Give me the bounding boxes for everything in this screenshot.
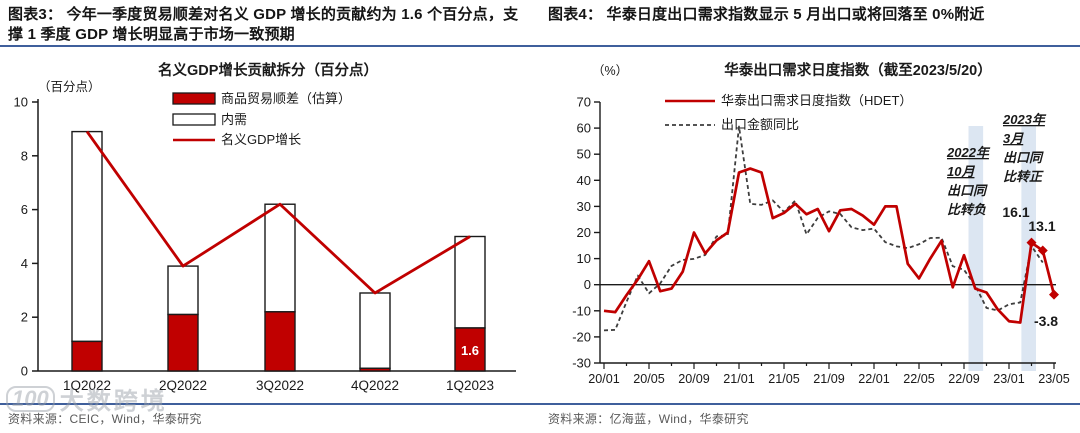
export-yoy-line <box>603 125 1044 332</box>
data-point-diamond <box>1026 237 1037 248</box>
y-axis-tick-label: 8 <box>21 148 28 163</box>
x-axis-category-label: 4Q2022 <box>351 378 399 393</box>
bar-trade-surplus <box>359 367 391 372</box>
highlight-band <box>1021 126 1036 371</box>
bar-trade-surplus <box>264 311 296 372</box>
x-axis-tick-label: 22/05 <box>903 372 935 386</box>
y-axis-tick-label: 2 <box>21 310 28 325</box>
annotation-text: 比转负 <box>947 202 986 217</box>
chart-title: 名义GDP增长贡献拆分（百分点） <box>158 61 378 79</box>
y-axis-tick-label: 40 <box>577 173 591 188</box>
y-axis-tick-label: 10 <box>14 95 28 110</box>
data-point-diamond <box>1049 289 1059 300</box>
y-axis-tick-label: 60 <box>577 121 591 136</box>
x-axis-tick-label: 22/09 <box>948 372 980 386</box>
bar-domestic-demand <box>454 235 486 329</box>
annotation-text: 2022年 <box>946 145 991 160</box>
x-axis-tick-label: 21/09 <box>813 372 845 386</box>
point-value-label: 16.1 <box>1002 204 1029 220</box>
y-axis-tick-label: 4 <box>21 256 28 271</box>
bar-value-label: 1.6 <box>461 343 479 358</box>
bar-domestic-demand <box>71 130 103 343</box>
y-axis-unit-label: （百分点） <box>38 80 101 94</box>
legend-label-gdp-line: 名义GDP增长 <box>221 132 301 147</box>
annotation-text: 比转正 <box>1003 169 1044 184</box>
legend: 华泰出口需求日度指数（HDET） 出口金额同比 <box>665 93 912 132</box>
highlight-band <box>968 126 984 371</box>
bar-domestic-demand <box>264 203 296 313</box>
x-axis-tick-label: 20/09 <box>678 372 710 386</box>
x-axis-tick-label: 21/01 <box>723 372 755 386</box>
y-axis-tick-label: 0 <box>21 364 28 379</box>
annotation-text: 出口同 <box>947 183 988 198</box>
legend-label-export-yoy: 出口金额同比 <box>721 117 799 132</box>
x-axis-tick-label: 20/01 <box>588 372 620 386</box>
x-axis-category-label: 1Q2023 <box>446 378 494 393</box>
y-axis-tick-label: 10 <box>577 251 591 266</box>
figure3-caption: 图表3： 今年一季度贸易顺差对名义 GDP 增长的贡献约为 1.6 个百分点，支… <box>0 0 540 47</box>
point-value-label: 13.1 <box>1028 218 1055 234</box>
y-axis-tick-label: 0 <box>584 277 591 292</box>
nominal-gdp-line <box>85 130 471 295</box>
bar-trade-surplus <box>454 327 486 372</box>
figure3-source: 资料来源：CEIC，Wind，华泰研究 <box>0 403 540 433</box>
x-axis-tick-label: 22/01 <box>858 372 890 386</box>
x-axis-tick-label: 23/01 <box>993 372 1025 386</box>
hdet-line <box>603 167 1056 324</box>
x-axis-category-label: 3Q2022 <box>256 378 304 393</box>
x-axis-category-label: 1Q2022 <box>63 378 111 393</box>
annotation-text: 3月 <box>1003 131 1024 146</box>
data-point-diamond <box>1037 245 1048 256</box>
figure4-chart: 华泰出口需求日度指数（截至2023/5/20） （%） 华泰出口需求日度指数（H… <box>572 61 1070 387</box>
x-axis-tick-label: 21/05 <box>768 372 800 386</box>
chart-title: 华泰出口需求日度指数（截至2023/5/20） <box>724 61 992 79</box>
y-axis-tick-label: 30 <box>577 199 591 214</box>
y-axis-tick-label: 20 <box>577 225 591 240</box>
y-axis-tick-label: 6 <box>21 202 28 217</box>
legend-label-trade-surplus: 商品贸易顺差（估算） <box>221 91 351 106</box>
y-axis-unit-label: （%） <box>592 64 628 78</box>
figure4-caption: 图表4： 华泰日度出口需求指数显示 5 月出口或将回落至 0%附近 <box>540 0 1080 47</box>
plot-area: 0 2 4 6 8 10 1Q2022 2Q2022 3Q2022 4Q2022 1Q2023 1.6 <box>14 95 516 393</box>
legend-label-hdet: 华泰出口需求日度指数（HDET） <box>721 93 912 108</box>
figure4-panel: 图表4： 华泰日度出口需求指数显示 5 月出口或将回落至 0%附近 华泰出口需求… <box>540 0 1080 433</box>
figure3-chart: 名义GDP增长贡献拆分（百分点） （百分点） 商品贸易顺差（估算） 内需 名义G… <box>14 61 516 393</box>
legend-label-domestic-demand: 内需 <box>221 112 247 127</box>
bar-trade-surplus <box>71 340 103 372</box>
x-axis-tick-label: 20/05 <box>633 372 665 386</box>
y-axis-tick-label: 70 <box>577 95 591 110</box>
y-axis-tick-label: 50 <box>577 147 591 162</box>
x-axis-category-label: 2Q2022 <box>159 378 207 393</box>
legend: 商品贸易顺差（估算） 内需 名义GDP增长 <box>172 91 351 147</box>
y-axis-tick-label: -20 <box>572 329 591 344</box>
y-axis-tick-label: -30 <box>572 356 591 371</box>
bar-trade-surplus <box>167 313 199 372</box>
annotation-text: 2023年 <box>1002 112 1047 127</box>
x-axis-tick-label: 23/05 <box>1038 372 1070 386</box>
legend-swatch-trade-surplus <box>172 92 216 105</box>
annotation-text: 出口同 <box>1003 150 1044 165</box>
bar-domestic-demand <box>167 265 199 316</box>
point-value-label: -3.8 <box>1034 313 1058 329</box>
annotation-text: 10月 <box>947 164 975 179</box>
y-axis-tick-label: -10 <box>572 303 591 318</box>
figure4-source: 资料来源：亿海蓝，Wind，华泰研究 <box>540 403 1080 433</box>
legend-swatch-domestic-demand <box>172 113 216 126</box>
bar-domestic-demand <box>359 292 391 370</box>
figure3-panel: 图表3： 今年一季度贸易顺差对名义 GDP 增长的贡献约为 1.6 个百分点，支… <box>0 0 540 433</box>
